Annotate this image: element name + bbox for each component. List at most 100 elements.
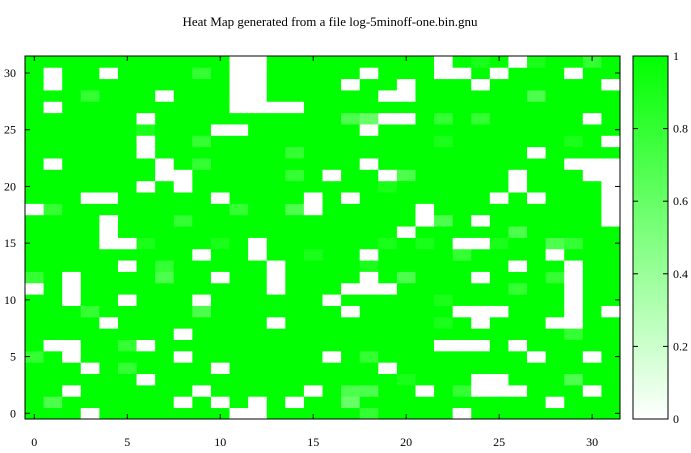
- heatmap-cell: [396, 146, 416, 159]
- heatmap-cell: [136, 226, 156, 238]
- heatmap-cell: [564, 214, 584, 227]
- heatmap-cell: [80, 90, 100, 102]
- heatmap-cell: [508, 226, 528, 238]
- heatmap-cell: [80, 305, 100, 318]
- heatmap-cell: [396, 135, 416, 148]
- heatmap-cell: [601, 226, 621, 238]
- heatmap-cell: [527, 101, 547, 114]
- heatmap-cell: [471, 316, 491, 329]
- heatmap-cell: [396, 305, 416, 318]
- heatmap-cell: [341, 67, 361, 80]
- heatmap-cell: [173, 384, 193, 397]
- heatmap-cell: [601, 328, 621, 340]
- heatmap-cell: [601, 396, 621, 409]
- heatmap-cell: [415, 373, 435, 386]
- heatmap-cell: [136, 146, 156, 159]
- heatmap-cell: [341, 78, 361, 91]
- heatmap-cell: [378, 203, 398, 216]
- heatmap-cell: [434, 339, 454, 352]
- heatmap-cell: [396, 373, 416, 386]
- heatmap-cell: [248, 158, 268, 170]
- heatmap-cell: [25, 214, 44, 227]
- heatmap-cell: [248, 180, 268, 193]
- heatmap-cell: [285, 214, 305, 227]
- heatmap-cell: [229, 237, 249, 250]
- heatmap-cell: [378, 101, 398, 114]
- heatmap-cell: [117, 260, 137, 272]
- heatmap-cell: [564, 316, 584, 329]
- heatmap-cell: [452, 316, 472, 329]
- heatmap-cell: [25, 237, 44, 250]
- heatmap-cell: [117, 78, 137, 91]
- heatmap-cell: [508, 101, 528, 114]
- heatmap-cell: [117, 271, 137, 284]
- heatmap-cell: [210, 282, 230, 295]
- heatmap-cell: [155, 112, 175, 125]
- heatmap-cell: [99, 328, 119, 340]
- heatmap-cell: [452, 271, 472, 284]
- heatmap-cell: [452, 169, 472, 182]
- heatmap-cell: [210, 78, 230, 91]
- heatmap-cell: [396, 362, 416, 375]
- heatmap-cell: [508, 328, 528, 340]
- heatmap-cell: [601, 78, 621, 91]
- heatmap-cell: [25, 169, 44, 182]
- heatmap-cell: [136, 112, 156, 125]
- heatmap-cell: [173, 101, 193, 114]
- heatmap-cell: [359, 203, 379, 216]
- heatmap-cell: [80, 328, 100, 340]
- heatmap-cell: [396, 248, 416, 261]
- heatmap-cell: [322, 339, 342, 352]
- heatmap-cell: [285, 396, 305, 409]
- heatmap-cell: [322, 112, 342, 125]
- heatmap-cell: [359, 237, 379, 250]
- heatmap-cell: [322, 158, 342, 170]
- heatmap-cell: [173, 146, 193, 159]
- heatmap-cell: [434, 56, 454, 68]
- heatmap-cell: [266, 316, 286, 329]
- heatmap-cell: [471, 384, 491, 397]
- heatmap-cell: [62, 192, 82, 204]
- y-tick-label: 0: [10, 406, 16, 420]
- heatmap-cell: [136, 350, 156, 363]
- heatmap-cell: [322, 67, 342, 80]
- heatmap-cell: [192, 146, 212, 159]
- heatmap-cell: [489, 328, 509, 340]
- heatmap-cell: [43, 396, 63, 409]
- heatmap-cell: [229, 56, 249, 68]
- heatmap-cell: [99, 260, 119, 272]
- heatmap-cell: [545, 316, 565, 329]
- heatmap-cell: [359, 101, 379, 114]
- heatmap-cell: [415, 158, 435, 170]
- heatmap-cell: [545, 78, 565, 91]
- heatmap-cell: [266, 294, 286, 306]
- heatmap-cell: [489, 282, 509, 295]
- heatmap-cell: [117, 248, 137, 261]
- heatmap-cell: [415, 78, 435, 91]
- heatmap-cell: [341, 328, 361, 340]
- heatmap-cell: [43, 214, 63, 227]
- heatmap-cell: [155, 203, 175, 216]
- heatmap-cell: [545, 203, 565, 216]
- heatmap-cell: [266, 305, 286, 318]
- heatmap-cell: [248, 237, 268, 250]
- heatmap-cell: [80, 226, 100, 238]
- heatmap-cell: [471, 101, 491, 114]
- heatmap-cell: [43, 373, 63, 386]
- heatmap-cell: [378, 260, 398, 272]
- heatmap-cell: [80, 271, 100, 284]
- heatmap-cell: [136, 158, 156, 170]
- heatmap-cell: [378, 248, 398, 261]
- heatmap-cell: [452, 56, 472, 68]
- heatmap-cell: [62, 67, 82, 80]
- heatmap-cell: [99, 373, 119, 386]
- heatmap-cell: [434, 260, 454, 272]
- heatmap-cell: [210, 90, 230, 102]
- x-tick-label: 5: [124, 435, 130, 449]
- heatmap-cell: [62, 112, 82, 125]
- heatmap-cell: [25, 78, 44, 91]
- heatmap-cell: [136, 56, 156, 68]
- heatmap-cell: [117, 180, 137, 193]
- heatmap-cell: [266, 135, 286, 148]
- heatmap-cell: [266, 90, 286, 102]
